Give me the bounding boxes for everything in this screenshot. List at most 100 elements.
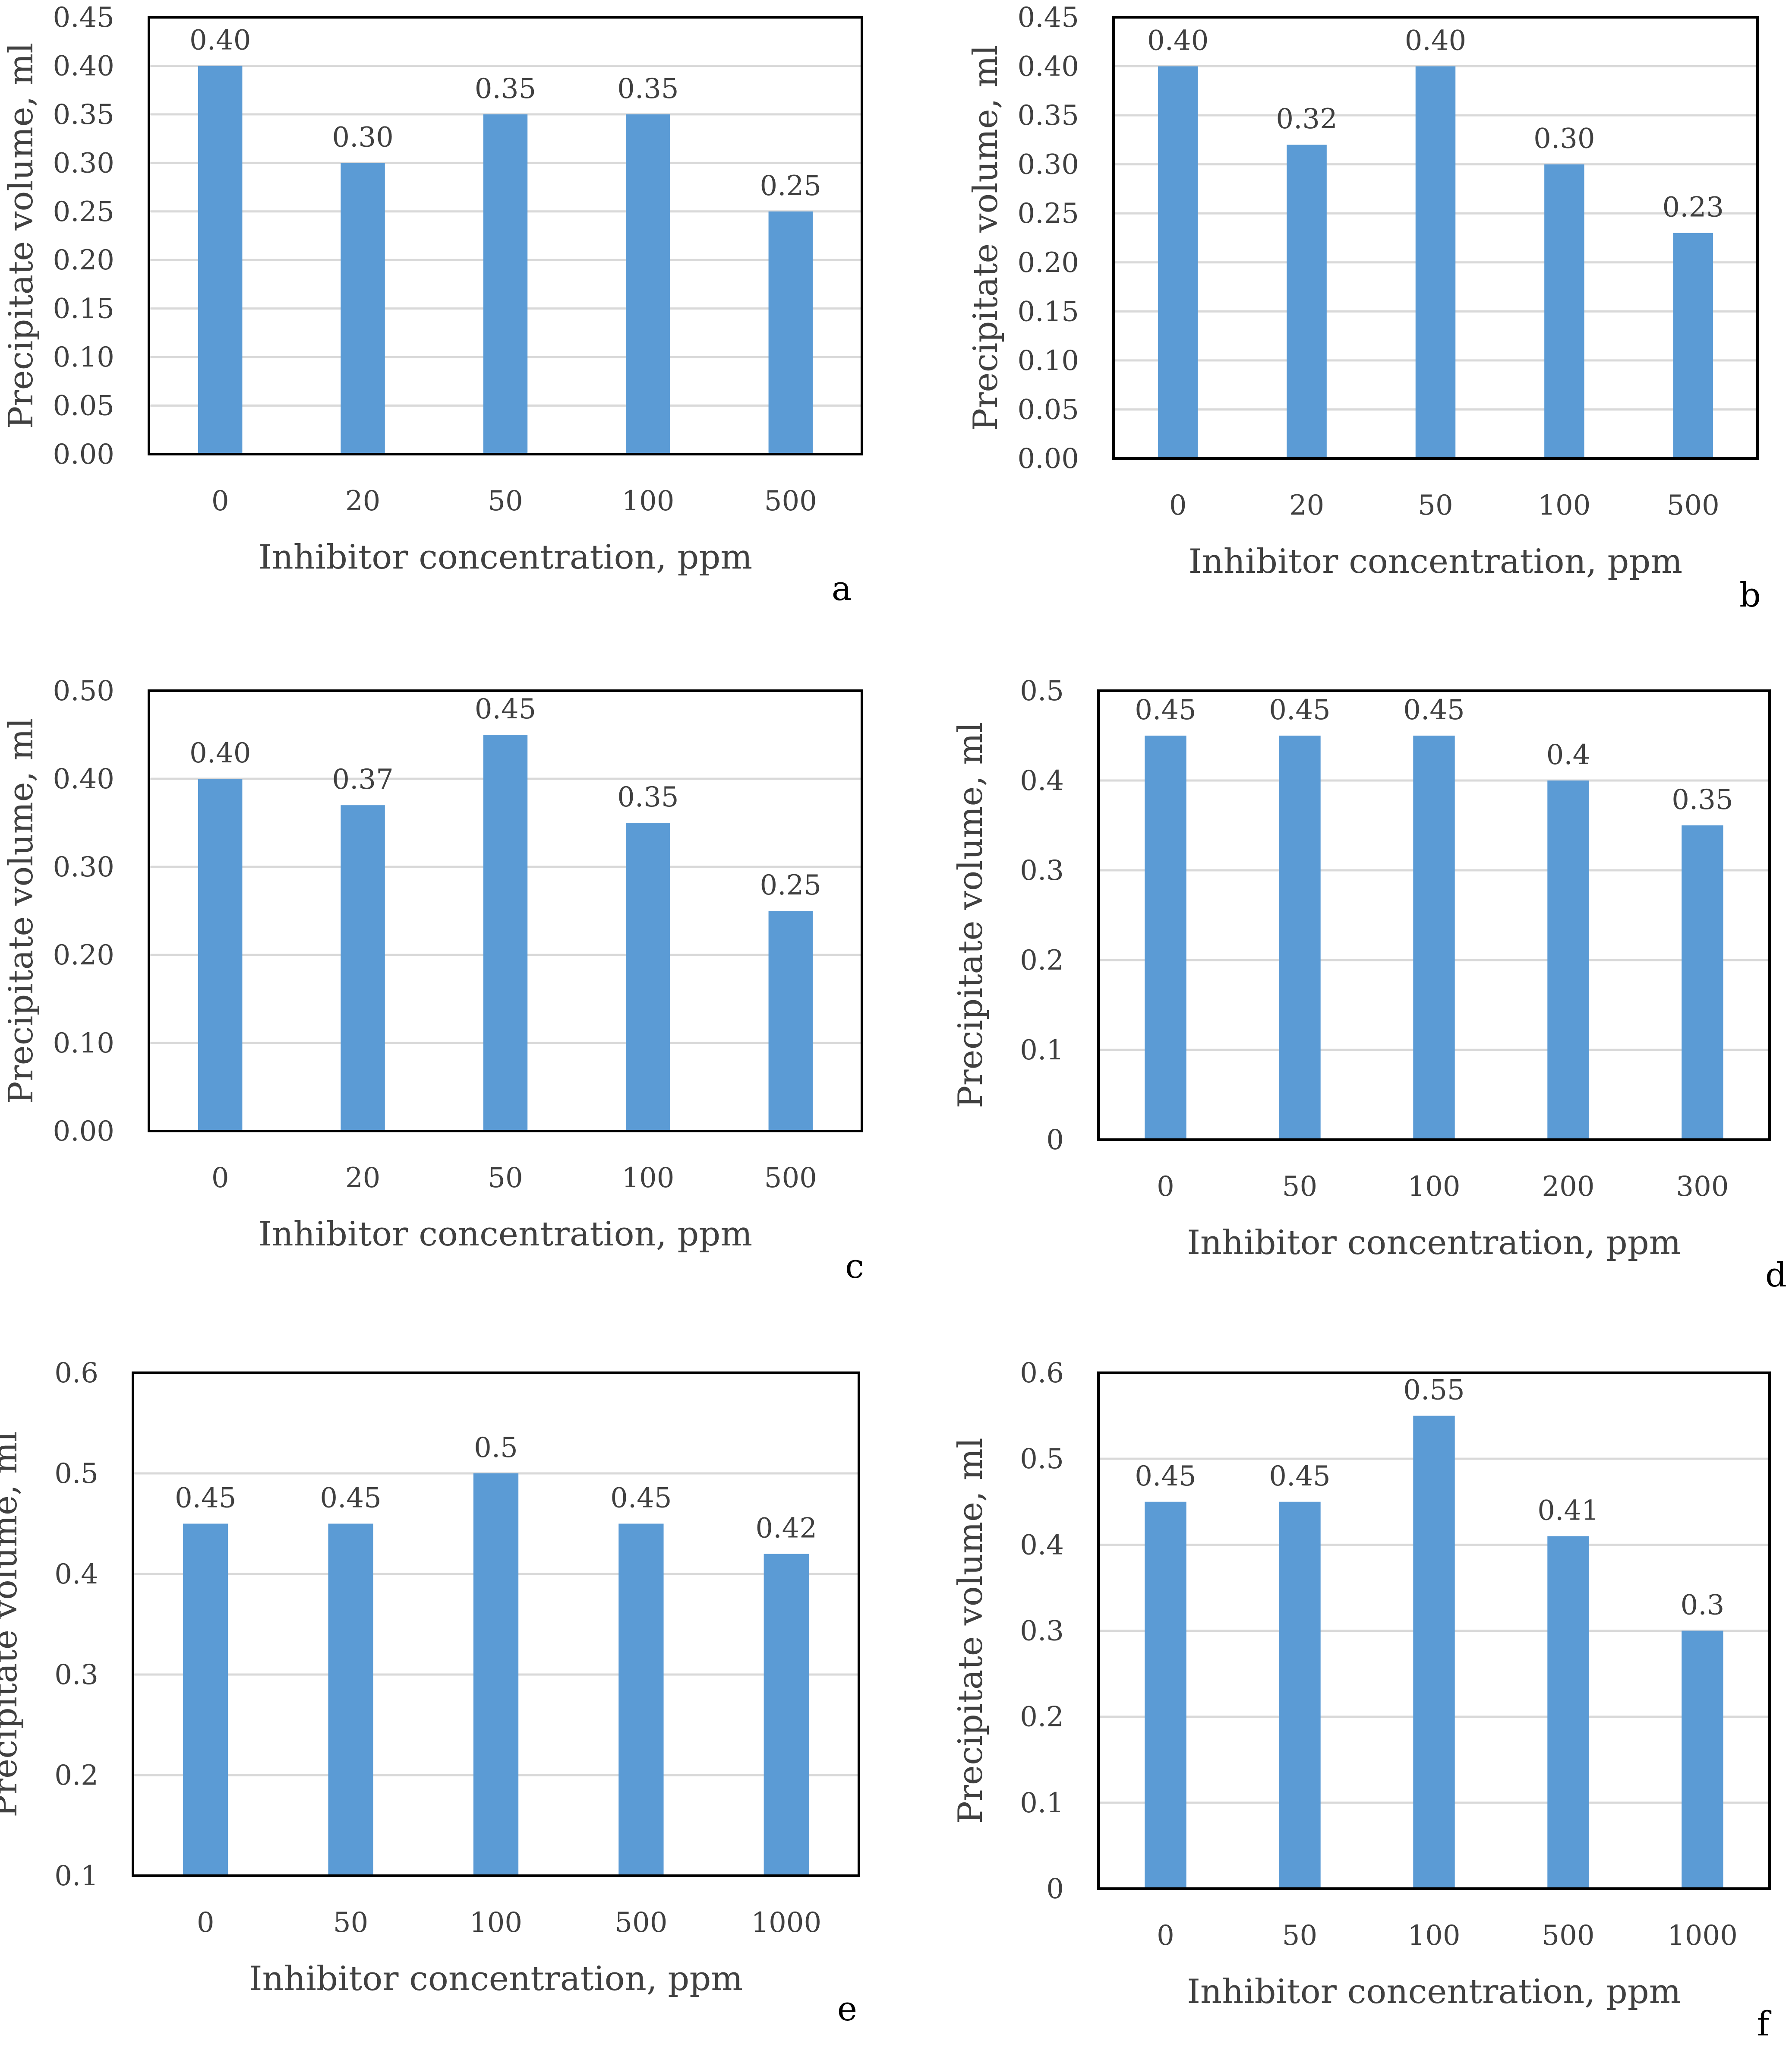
x-tick-label: 50 — [488, 1162, 523, 1194]
x-tick-label: 100 — [622, 1162, 674, 1194]
y-tick-label: 0.10 — [1018, 345, 1079, 377]
bar — [198, 779, 243, 1131]
bar — [1413, 736, 1455, 1140]
data-label: 0.30 — [1533, 123, 1595, 155]
bar — [328, 1523, 373, 1876]
y-tick-label: 0.00 — [53, 439, 115, 471]
bar — [483, 735, 528, 1131]
y-tick-label: 0.2 — [1020, 1701, 1064, 1733]
chart-panel-c: 0.00 0.10 0.20 0.30 0.40 0.50 0.40 0 0.37 20 0.45 5… — [2, 675, 864, 1286]
data-label: 0.40 — [189, 24, 251, 56]
bar — [1287, 145, 1327, 458]
y-axis-title: Precipitate volume, ml — [0, 1431, 25, 1817]
bar — [626, 823, 670, 1131]
y-axis-title: Precipitate volume, ml — [2, 43, 41, 429]
y-axis-title: Precipitate volume, ml — [951, 1438, 990, 1823]
x-axis-title: Inhibitor concentration, ppm — [259, 1215, 752, 1254]
y-tick-label: 0.20 — [53, 939, 115, 971]
bar — [768, 211, 813, 454]
y-tick-label: 0.5 — [1020, 675, 1064, 707]
data-label: 0.35 — [1672, 784, 1733, 816]
data-label: 0.45 — [175, 1482, 237, 1514]
x-axis-title: Inhibitor concentration, ppm — [249, 1959, 743, 1998]
y-tick-label: 0.20 — [53, 244, 115, 276]
data-label: 0.45 — [1135, 1460, 1196, 1492]
data-label: 0.40 — [189, 737, 251, 769]
data-label: 0.37 — [332, 764, 394, 796]
panel-label: e — [837, 1990, 857, 2029]
y-tick-label: 0 — [1046, 1873, 1064, 1905]
y-tick-label: 0.3 — [54, 1659, 98, 1691]
bar — [1145, 736, 1186, 1140]
bar — [1682, 825, 1723, 1140]
y-tick-label: 0.4 — [54, 1558, 98, 1590]
x-tick-label: 100 — [470, 1907, 522, 1939]
bar — [1544, 164, 1584, 459]
x-tick-label: 20 — [345, 485, 380, 517]
x-axis-title: Inhibitor concentration, ppm — [259, 538, 752, 577]
data-label: 0.45 — [1403, 694, 1465, 726]
bar — [1145, 1501, 1186, 1889]
x-tick-label: 500 — [764, 1162, 817, 1194]
y-tick-label: 0.2 — [54, 1760, 98, 1792]
bar — [183, 1523, 228, 1876]
bar — [1682, 1631, 1723, 1889]
y-tick-label: 0.5 — [54, 1458, 98, 1490]
x-tick-label: 500 — [615, 1907, 667, 1939]
data-label: 0.55 — [1403, 1375, 1465, 1406]
bar — [618, 1523, 664, 1876]
chart-panel-d: 0 0.1 0.2 0.3 0.4 0.5 0.45 0 0.45 50 0.45 100 0.4 200… — [951, 675, 1787, 1295]
y-tick-label: 0.10 — [53, 341, 115, 373]
x-axis-title: Inhibitor concentration, ppm — [1189, 542, 1682, 581]
data-label: 0.5 — [474, 1432, 518, 1464]
y-tick-label: 0.05 — [53, 390, 115, 422]
y-tick-label: 0.6 — [1020, 1357, 1064, 1389]
panel-label: d — [1765, 1256, 1787, 1295]
data-label: 0.41 — [1537, 1495, 1599, 1526]
data-label: 0.35 — [617, 73, 679, 105]
y-tick-label: 0.00 — [53, 1115, 115, 1147]
y-axis-title: Precipitate volume, ml — [2, 718, 41, 1104]
y-tick-label: 0.15 — [1018, 296, 1079, 328]
x-tick-label: 1000 — [751, 1907, 821, 1939]
bar — [1279, 1501, 1321, 1889]
data-label: 0.25 — [760, 170, 822, 202]
y-tick-label: 0.15 — [53, 293, 115, 325]
y-tick-label: 0.30 — [1018, 149, 1079, 181]
x-tick-label: 0 — [1157, 1171, 1174, 1203]
y-tick-label: 0.20 — [1018, 247, 1079, 279]
data-label: 0.35 — [617, 781, 679, 813]
y-tick-label: 0.45 — [1018, 2, 1079, 34]
x-tick-label: 500 — [764, 485, 817, 517]
x-tick-label: 100 — [1538, 490, 1590, 521]
panel-label: c — [845, 1247, 864, 1286]
y-tick-label: 0.40 — [53, 763, 115, 795]
x-tick-label: 200 — [1542, 1171, 1594, 1203]
x-axis-title: Inhibitor concentration, ppm — [1187, 1223, 1681, 1262]
data-label: 0.40 — [1405, 25, 1467, 57]
chart-panel-f: 0 0.1 0.2 0.3 0.4 0.5 0.6 0.45 0 0.45 50 0.55 100 0.4… — [951, 1357, 1772, 2044]
y-tick-label: 0.40 — [1018, 51, 1079, 83]
y-tick-label: 0.3 — [1020, 855, 1064, 887]
data-label: 0.45 — [1269, 694, 1331, 726]
x-tick-label: 50 — [1418, 490, 1453, 521]
data-label: 0.40 — [1147, 25, 1209, 57]
y-tick-label: 0.1 — [54, 1860, 98, 1892]
data-label: 0.45 — [320, 1482, 382, 1514]
y-tick-label: 0.30 — [53, 147, 115, 179]
y-tick-label: 0.05 — [1018, 394, 1079, 426]
x-tick-label: 50 — [488, 485, 523, 517]
x-tick-label: 20 — [1289, 490, 1324, 521]
y-tick-label: 0.45 — [53, 2, 115, 34]
bar — [1673, 233, 1713, 458]
data-label: 0.35 — [475, 73, 536, 105]
x-tick-label: 20 — [345, 1162, 380, 1194]
x-tick-label: 50 — [1282, 1171, 1317, 1203]
y-tick-label: 0.25 — [53, 196, 115, 228]
bar — [341, 805, 385, 1131]
bar — [483, 114, 528, 454]
chart-panel-a: 0.00 0.05 0.10 0.15 0.20 0.25 0.30 0.35 0.40 0.45… — [2, 2, 863, 608]
y-tick-label: 0.00 — [1018, 443, 1079, 475]
y-tick-label: 0.40 — [53, 50, 115, 82]
